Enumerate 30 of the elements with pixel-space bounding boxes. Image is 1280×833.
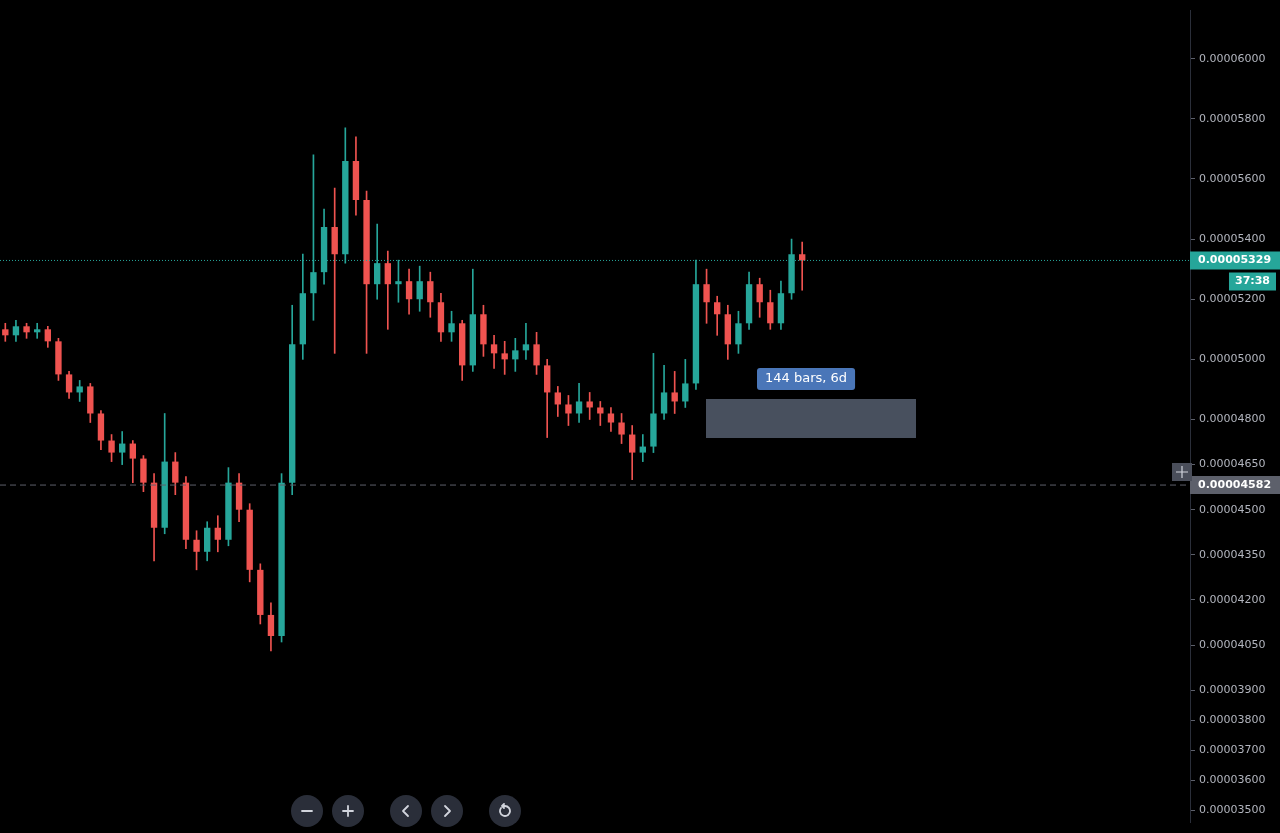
- y-tick-label: 0.00005800: [1199, 111, 1266, 125]
- annotation: 144 bars, 6d: [765, 370, 848, 386]
- y-tick-label: 0.00006000: [1199, 51, 1266, 65]
- y-tick-label: 0.00003600: [1199, 773, 1266, 787]
- text: 37:38: [1234, 274, 1270, 288]
- candlestick: [799, 241, 806, 291]
- y-tick-label: 0.00005400: [1199, 231, 1266, 245]
- candlestick: [639, 434, 646, 462]
- candlestick: [586, 392, 593, 420]
- y-tick-label: 0.00004650: [1199, 457, 1266, 471]
- y-tick-label: 0.00005600: [1199, 171, 1266, 185]
- candlestick: [597, 401, 604, 426]
- candlestick: [522, 322, 530, 360]
- ref-line-label: 0.00004582: [1198, 477, 1272, 491]
- y-tick-label: 0.00004800: [1199, 412, 1266, 426]
- y-tick-label: 0.00003800: [1199, 713, 1266, 727]
- y-tick-label: 0.00004050: [1199, 637, 1266, 651]
- candlestick: [501, 341, 508, 375]
- y-tick-label: 0.00005200: [1199, 292, 1266, 306]
- y-tick-label: 0.00003700: [1199, 743, 1266, 757]
- y-tick-label: 0.00004200: [1199, 592, 1266, 606]
- y-tick-label: 0.00004500: [1199, 502, 1266, 516]
- y-tick-label: 0.00003500: [1199, 803, 1266, 817]
- y-tick-label: 0.00004350: [1199, 547, 1266, 561]
- candlestick: [331, 187, 338, 354]
- ref-line-label: 0.00005329: [1198, 253, 1272, 267]
- y-tick-label: 0.00005000: [1199, 352, 1266, 366]
- y-tick-label: 0.00003900: [1199, 682, 1266, 696]
- candlestick: [34, 322, 41, 339]
- candlestick: [671, 371, 678, 414]
